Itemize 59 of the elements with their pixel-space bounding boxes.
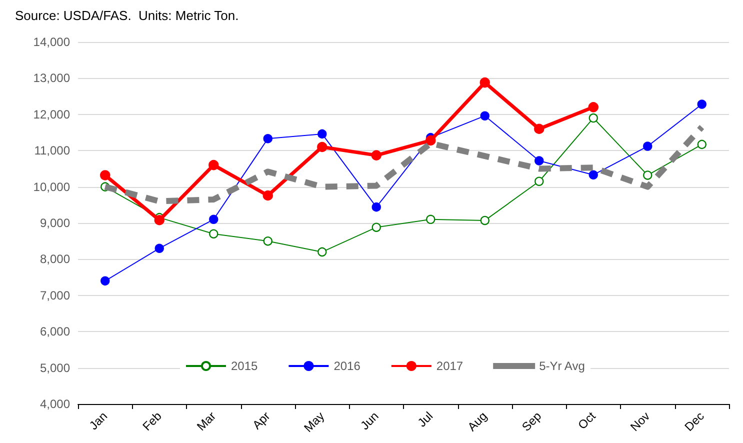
point [697, 100, 706, 109]
x-tick-label: Sep [519, 408, 544, 434]
x-tick-label: Nov [628, 409, 653, 434]
point [480, 216, 490, 226]
x-tick-label: Oct [575, 408, 599, 432]
point [317, 142, 328, 152]
y-tick-label: 5,000 [40, 360, 70, 375]
y-tick-label: 4,000 [40, 397, 70, 411]
x-tick-label: Jul [414, 409, 436, 430]
point [588, 170, 598, 180]
x-tick-label: Aug [464, 409, 490, 434]
point [426, 214, 436, 224]
legend-label: 5-Yr Avg [539, 359, 585, 373]
point [534, 156, 544, 166]
y-tick-label: 9,000 [40, 216, 70, 230]
x-tick-label: Feb [140, 408, 165, 434]
point [262, 190, 273, 201]
point [480, 111, 490, 120]
y-tick-label: 10,000 [33, 180, 70, 194]
point [588, 113, 598, 123]
y-tick-label: 13,000 [33, 71, 70, 86]
legend-label: 2017 [436, 359, 464, 373]
point [263, 134, 272, 144]
point [426, 135, 436, 146]
source-note: Source: USDA/FAS. Units: Metric Ton. [15, 8, 239, 23]
point [318, 129, 327, 139]
point [480, 77, 490, 88]
y-tick-label: 6,000 [40, 324, 70, 339]
x-tick-label: Mar [194, 409, 219, 434]
y-tick-label: 12,000 [33, 107, 70, 122]
point [208, 160, 219, 170]
point [371, 150, 382, 160]
x-tick-label: Jun [358, 409, 382, 433]
x-tick-label: Dec [682, 409, 707, 434]
point [209, 229, 218, 238]
point [100, 276, 110, 286]
point [154, 244, 164, 253]
point [100, 170, 110, 180]
y-tick-label: 7,000 [40, 288, 70, 302]
point [372, 222, 381, 232]
x-tick-label: Jan [86, 409, 110, 433]
point [263, 236, 272, 246]
point [154, 215, 164, 226]
point [534, 176, 544, 186]
point [318, 247, 327, 257]
legend-label: 2016 [334, 359, 361, 373]
point [372, 202, 381, 212]
point [209, 214, 218, 224]
y-tick-label: 8,000 [40, 252, 70, 266]
y-tick-label: 14,000 [33, 35, 70, 49]
point [643, 170, 652, 180]
y-tick-label: 11,000 [34, 144, 70, 158]
point [697, 140, 706, 150]
x-tick-label: Apr [250, 409, 273, 432]
point [643, 142, 652, 151]
point [534, 124, 544, 134]
x-tick-label: May [301, 409, 328, 435]
legend-label: 2015 [231, 359, 258, 373]
point [588, 102, 598, 112]
